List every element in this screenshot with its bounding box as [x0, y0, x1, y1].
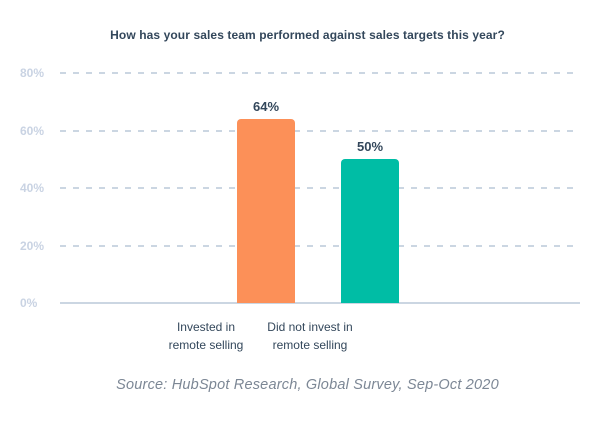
gridline [60, 244, 580, 247]
plot-area: 64% 50% [60, 72, 580, 304]
y-tick-label: 40% [20, 181, 45, 195]
bar-invested-remote-selling [237, 119, 295, 303]
y-axis-labels: 0% 20% 40% 60% 80% [20, 67, 56, 309]
gridline [60, 129, 580, 132]
bar-column-not-invested: 50% [341, 73, 399, 303]
y-tick-label: 60% [20, 123, 45, 138]
y-tick-label: 80% [20, 66, 45, 80]
x-category-label-invested: Invested in remote selling [168, 320, 244, 352]
x-axis-baseline [60, 302, 580, 304]
x-category-label-not-invested: Did not invest in remote selling [267, 320, 353, 352]
gridline [60, 72, 580, 74]
chart-title: How has your sales team performed agains… [110, 28, 505, 42]
bar-did-not-invest-remote-selling [341, 159, 399, 303]
y-tick-label: 20% [20, 238, 45, 253]
source-attribution: Source: HubSpot Research, Global Survey,… [116, 377, 499, 393]
bar-value-label-invested: 64% [252, 99, 280, 114]
bar-value-label-not-invested: 50% [356, 139, 384, 155]
y-tick-label: 0% [20, 296, 38, 310]
bar-column-invested: 64% [237, 73, 295, 303]
gridline [60, 187, 580, 189]
